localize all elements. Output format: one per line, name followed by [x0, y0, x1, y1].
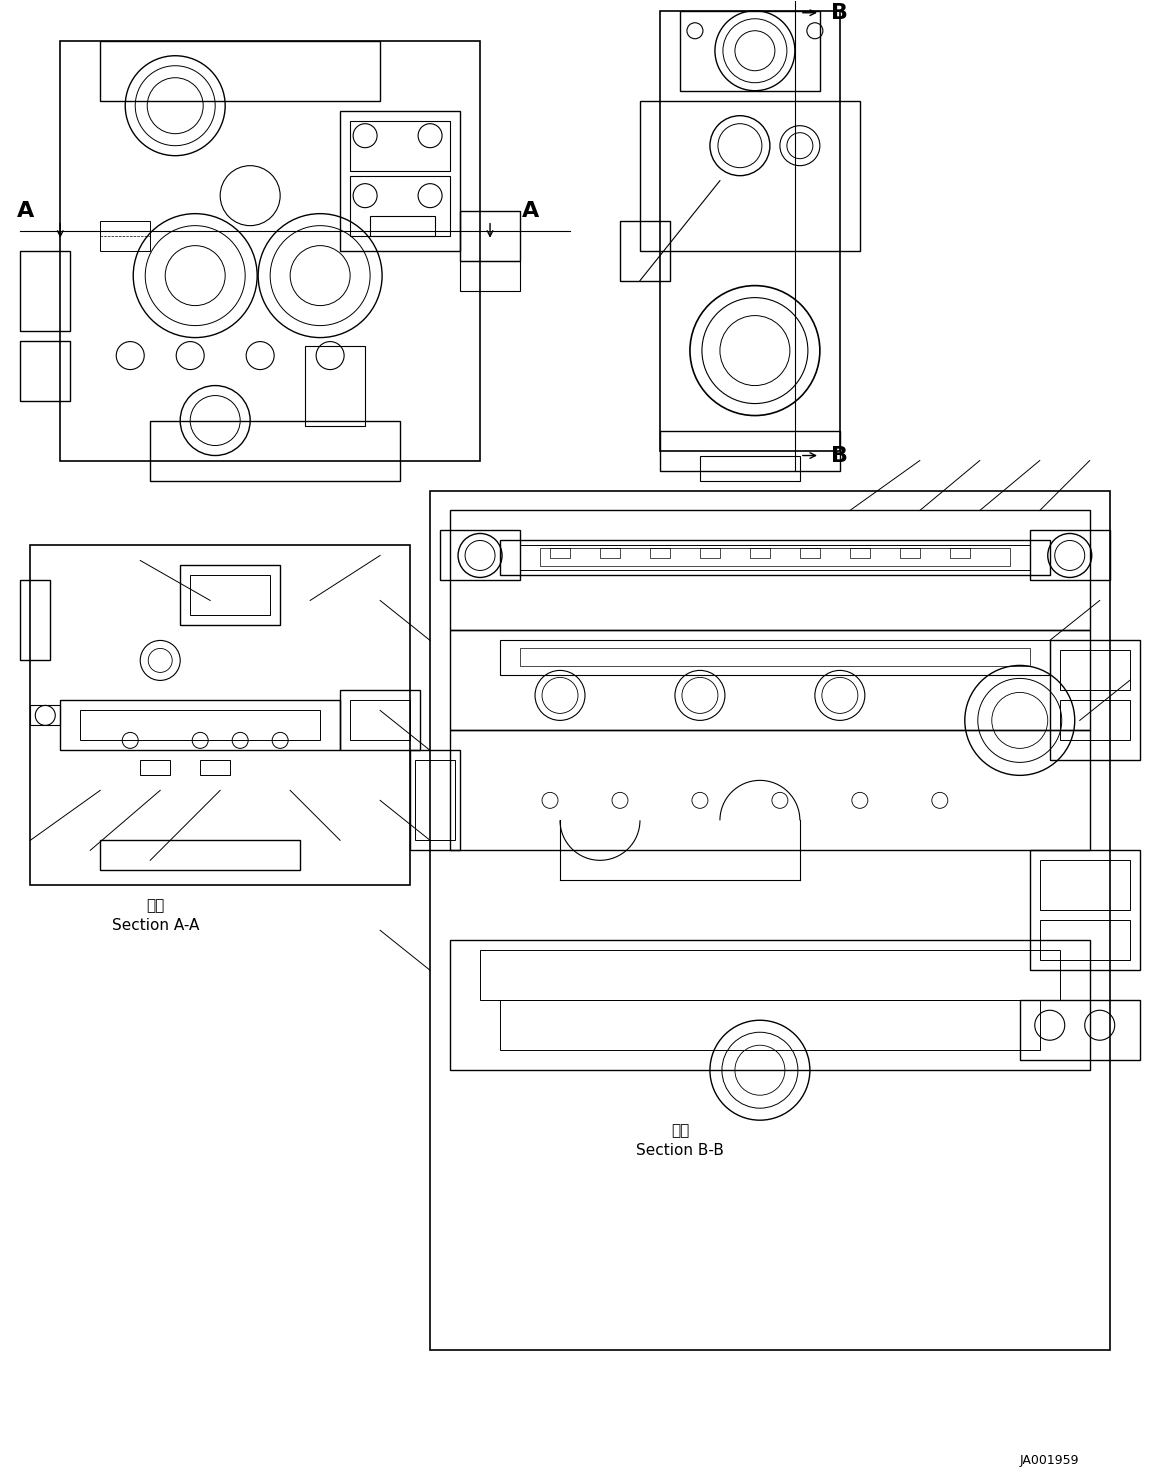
Bar [680, 10, 820, 91]
Bar [430, 491, 1110, 1350]
Text: JA001959: JA001959 [1020, 1453, 1079, 1466]
Bar [750, 549, 770, 558]
Bar [340, 111, 461, 251]
Bar [60, 40, 480, 460]
Text: Section A-A: Section A-A [112, 917, 199, 933]
Bar [305, 346, 365, 426]
Text: Section B-B: Section B-B [636, 1143, 723, 1158]
Bar [100, 840, 300, 870]
Bar [500, 1000, 1040, 1051]
Bar [60, 700, 340, 751]
Bar [350, 120, 450, 171]
Bar [461, 211, 520, 261]
Bar [1059, 650, 1129, 690]
Bar [1029, 850, 1140, 971]
Bar [500, 540, 1050, 576]
Bar [100, 40, 380, 101]
Bar [340, 690, 420, 751]
Bar [20, 341, 70, 401]
Bar [800, 549, 820, 558]
Text: 断面: 断面 [147, 898, 164, 913]
Text: 断面: 断面 [671, 1123, 688, 1138]
Bar [350, 175, 450, 236]
Bar [20, 251, 70, 331]
Bar [650, 549, 670, 558]
Bar [900, 549, 920, 558]
Bar [80, 711, 320, 741]
Text: A: A [521, 200, 538, 221]
Bar [141, 760, 170, 775]
Bar [659, 10, 840, 451]
Bar [411, 751, 461, 850]
Bar [370, 215, 435, 236]
Bar [150, 420, 400, 481]
Bar [600, 549, 620, 558]
Bar [180, 565, 280, 625]
Bar [950, 549, 970, 558]
Bar [850, 549, 870, 558]
Bar [520, 546, 1029, 570]
Bar [659, 430, 840, 470]
Bar [200, 760, 230, 775]
Bar [350, 700, 411, 741]
Bar [30, 705, 60, 726]
Bar [1059, 700, 1129, 741]
Bar [640, 101, 859, 251]
Bar [100, 221, 150, 251]
Text: B: B [832, 3, 848, 22]
Bar [1040, 861, 1129, 910]
Bar [700, 456, 800, 481]
Bar [540, 549, 1009, 567]
Bar [1020, 1000, 1140, 1060]
Bar [440, 530, 520, 580]
Bar [1029, 530, 1110, 580]
Bar [1050, 641, 1140, 760]
Bar [461, 261, 520, 291]
Bar [415, 760, 455, 840]
Bar [520, 649, 1029, 666]
Bar [480, 950, 1059, 1000]
Bar [450, 941, 1090, 1070]
Bar [191, 576, 270, 616]
Bar [700, 549, 720, 558]
Bar [450, 730, 1090, 850]
Bar [500, 641, 1050, 675]
Bar [450, 631, 1090, 730]
Bar [1040, 920, 1129, 960]
Text: A: A [16, 200, 34, 221]
Bar [30, 546, 411, 886]
Bar [620, 221, 670, 280]
Text: B: B [832, 445, 848, 466]
Bar [450, 510, 1090, 631]
Bar [20, 580, 50, 660]
Bar [550, 549, 570, 558]
